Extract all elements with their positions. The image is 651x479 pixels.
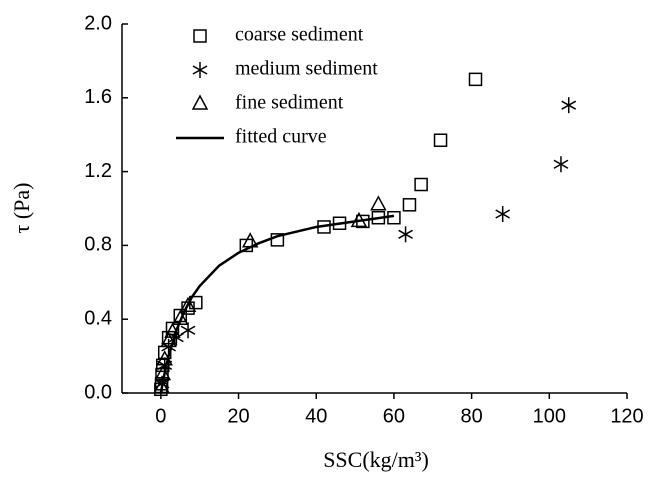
square-shape (433, 133, 448, 147)
x-tick-label: 120 (610, 405, 643, 427)
point (433, 133, 448, 147)
square-shape (414, 177, 428, 192)
triangle-shape (370, 195, 387, 211)
asterisk-stroke (192, 65, 208, 75)
square-shape (270, 233, 285, 247)
x-tick-label: 60 (383, 405, 405, 427)
asterisk-stroke (495, 209, 511, 219)
point (414, 177, 428, 192)
x-tick-label: 20 (227, 405, 249, 427)
square-shape (468, 72, 483, 87)
point (468, 72, 483, 87)
triangle-shape (160, 331, 177, 348)
y-tick-label: 0.8 (84, 234, 112, 256)
x-tick-label: 40 (305, 405, 327, 427)
legend-label: fitted curve (235, 126, 327, 148)
y-tick-label: 1.2 (84, 160, 112, 182)
point (495, 206, 511, 223)
x-tick-label: 100 (533, 405, 566, 427)
x-tick-label: 0 (155, 405, 166, 427)
point (370, 195, 387, 211)
square-shape (402, 198, 417, 212)
point (561, 97, 577, 114)
legend-marker (193, 29, 207, 43)
point (270, 233, 285, 247)
legend-label: coarse sediment (235, 24, 364, 46)
triangle-shape (191, 94, 209, 110)
legend-marker (191, 94, 209, 110)
legend-label: medium sediment (235, 58, 378, 80)
point (553, 156, 569, 173)
fitted-curve (159, 214, 395, 394)
y-tick-label: 1.6 (84, 86, 112, 108)
square-shape (193, 29, 207, 43)
legend-marker (192, 62, 208, 78)
point (398, 226, 413, 243)
asterisk-stroke (561, 100, 577, 110)
y-tick-label: 0.0 (84, 381, 112, 403)
asterisk-stroke (398, 229, 413, 239)
legend-label: fine sediment (235, 92, 344, 114)
x-tick-label: 80 (460, 405, 482, 427)
asterisk-stroke (180, 325, 196, 335)
point (179, 296, 197, 313)
y-axis-label: τ (Pa) (9, 183, 34, 234)
y-tick-label: 2.0 (84, 12, 112, 34)
triangle-shape (179, 296, 197, 313)
x-axis-label: SSC(kg/m³) (323, 447, 429, 472)
asterisk-stroke (553, 159, 569, 169)
point (402, 198, 417, 212)
y-tick-label: 0.4 (84, 307, 112, 329)
point (160, 331, 177, 348)
